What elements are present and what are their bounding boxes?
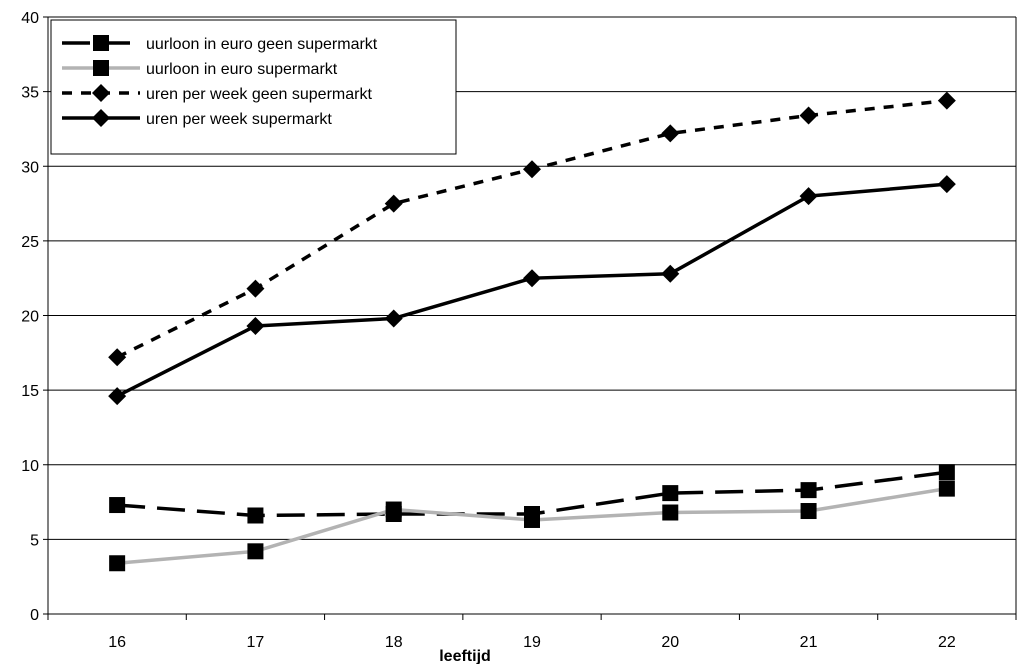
data-point-series-2 <box>937 91 956 110</box>
axes: 0 5 10 15 20 25 30 35 40 16 17 18 19 20 21 22 <box>21 10 1017 651</box>
x-tick-label: 19 <box>523 634 541 651</box>
legend: uurloon in euro geen supermarkt uurloon i… <box>50 19 457 155</box>
data-point-series-3 <box>661 264 680 283</box>
data-point-series-1 <box>385 501 402 518</box>
data-point-series-0 <box>109 497 126 514</box>
y-tick-label: 30 <box>21 159 39 176</box>
legend-label-3: uren per week supermarkt <box>146 111 332 128</box>
data-point-series-1 <box>247 543 264 560</box>
y-tick-label: 0 <box>30 607 39 624</box>
data-point-series-3 <box>799 187 818 206</box>
data-point-series-2 <box>523 160 541 179</box>
y-tick-label: 15 <box>21 383 39 400</box>
data-point-series-3 <box>523 269 541 288</box>
x-tick-label: 16 <box>108 634 126 651</box>
data-point-series-2 <box>661 124 680 143</box>
series-line-3 <box>116 182 948 398</box>
y-tick-label: 25 <box>21 234 39 251</box>
data-point-series-3 <box>937 175 956 194</box>
x-tick-label: 17 <box>247 634 265 651</box>
legend-marker-1 <box>93 60 109 76</box>
data-point-series-2 <box>799 106 818 125</box>
legend-marker-3 <box>92 109 110 127</box>
data-point-series-0 <box>662 485 679 502</box>
data-point-series-3 <box>384 309 403 328</box>
data-point-series-2 <box>384 194 403 213</box>
data-point-series-1 <box>524 511 540 528</box>
data-point-series-0 <box>247 507 264 524</box>
y-tick-label: 5 <box>30 532 39 549</box>
data-point-series-2 <box>108 348 127 367</box>
legend-label-0: uurloon in euro geen supermarkt <box>146 36 378 53</box>
y-tick-label: 20 <box>21 309 39 326</box>
data-point-series-1 <box>662 504 679 521</box>
x-tick-label: 21 <box>800 634 818 651</box>
x-tick-label: 18 <box>385 634 403 651</box>
y-tick-label: 40 <box>21 10 39 27</box>
legend-marker-0 <box>93 35 109 51</box>
data-point-series-3 <box>108 387 127 406</box>
data-point-series-1 <box>938 480 955 497</box>
legend-marker-2 <box>92 84 110 102</box>
legend-label-1: uurloon in euro supermarkt <box>146 61 338 78</box>
legend-label-2: uren per week geen supermarkt <box>146 86 372 103</box>
data-point-series-2 <box>246 279 265 298</box>
x-axis-title: leeftijd <box>439 648 491 664</box>
y-tick-label: 35 <box>21 85 39 102</box>
y-tick-label: 10 <box>21 458 39 475</box>
data-point-series-3 <box>246 316 265 335</box>
data-point-series-0 <box>800 482 817 499</box>
data-point-series-1 <box>800 503 817 520</box>
data-point-series-1 <box>109 555 126 572</box>
data-point-series-0 <box>938 464 955 481</box>
x-tick-label: 20 <box>661 634 679 651</box>
series-markers <box>108 91 956 572</box>
x-tick-label: 22 <box>938 634 956 651</box>
